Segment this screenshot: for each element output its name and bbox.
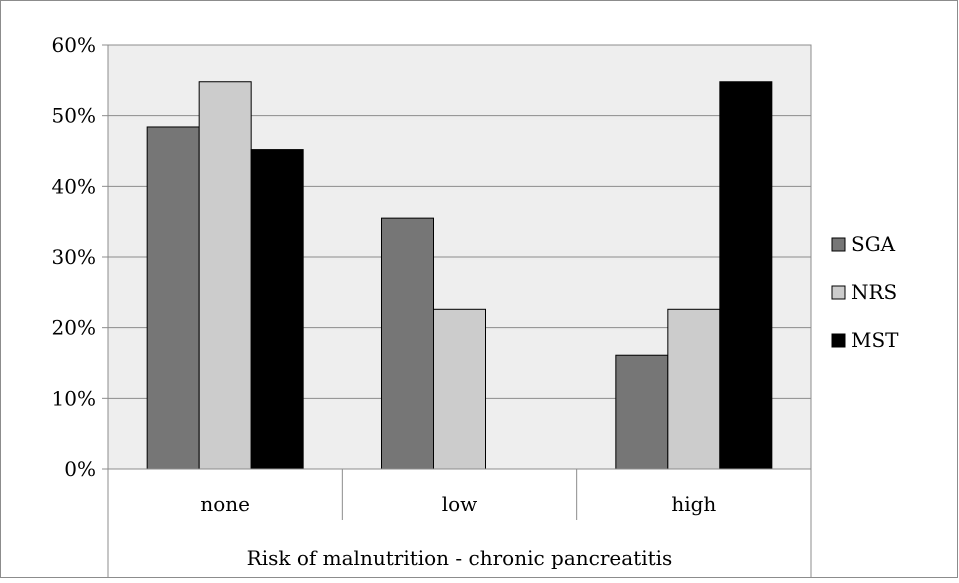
x-category-label: high: [671, 492, 716, 516]
legend-swatch-sga: [831, 237, 846, 252]
y-tick-label: 0%: [64, 457, 96, 481]
y-tick-label: 30%: [52, 245, 96, 269]
bar-sga-high: [615, 354, 669, 470]
x-category-label: low: [442, 492, 478, 516]
bar-sga-low: [381, 217, 434, 470]
y-tick-label: 60%: [52, 33, 96, 57]
bar-mst-none: [250, 149, 304, 470]
legend-swatch-mst: [831, 333, 846, 348]
x-category-label: none: [200, 492, 250, 516]
legend-swatch-nrs: [831, 285, 846, 300]
x-group-label: Risk of malnutrition - chronic pancreati…: [247, 546, 673, 570]
y-tick-label: 40%: [52, 174, 96, 198]
legend-label-sga: SGA: [851, 232, 896, 256]
bar-nrs-low: [433, 308, 486, 470]
axis-labels: 0% 10% 20% 30% 40% 50% 60% none low high Risk of m…: [52, 33, 717, 570]
legend-label-nrs: NRS: [851, 280, 897, 304]
y-tick-label: 10%: [52, 386, 96, 410]
bars: [146, 81, 773, 470]
y-tick-label: 20%: [52, 316, 96, 340]
bar-nrs-none: [198, 81, 252, 470]
bar-sga-none: [146, 126, 200, 470]
legend: SGA NRS MST: [831, 232, 899, 352]
axes: [102, 44, 812, 578]
bar-mst-high: [719, 81, 773, 470]
y-tick-label: 50%: [52, 104, 96, 128]
legend-label-mst: MST: [851, 328, 899, 352]
bar-nrs-high: [667, 308, 721, 470]
